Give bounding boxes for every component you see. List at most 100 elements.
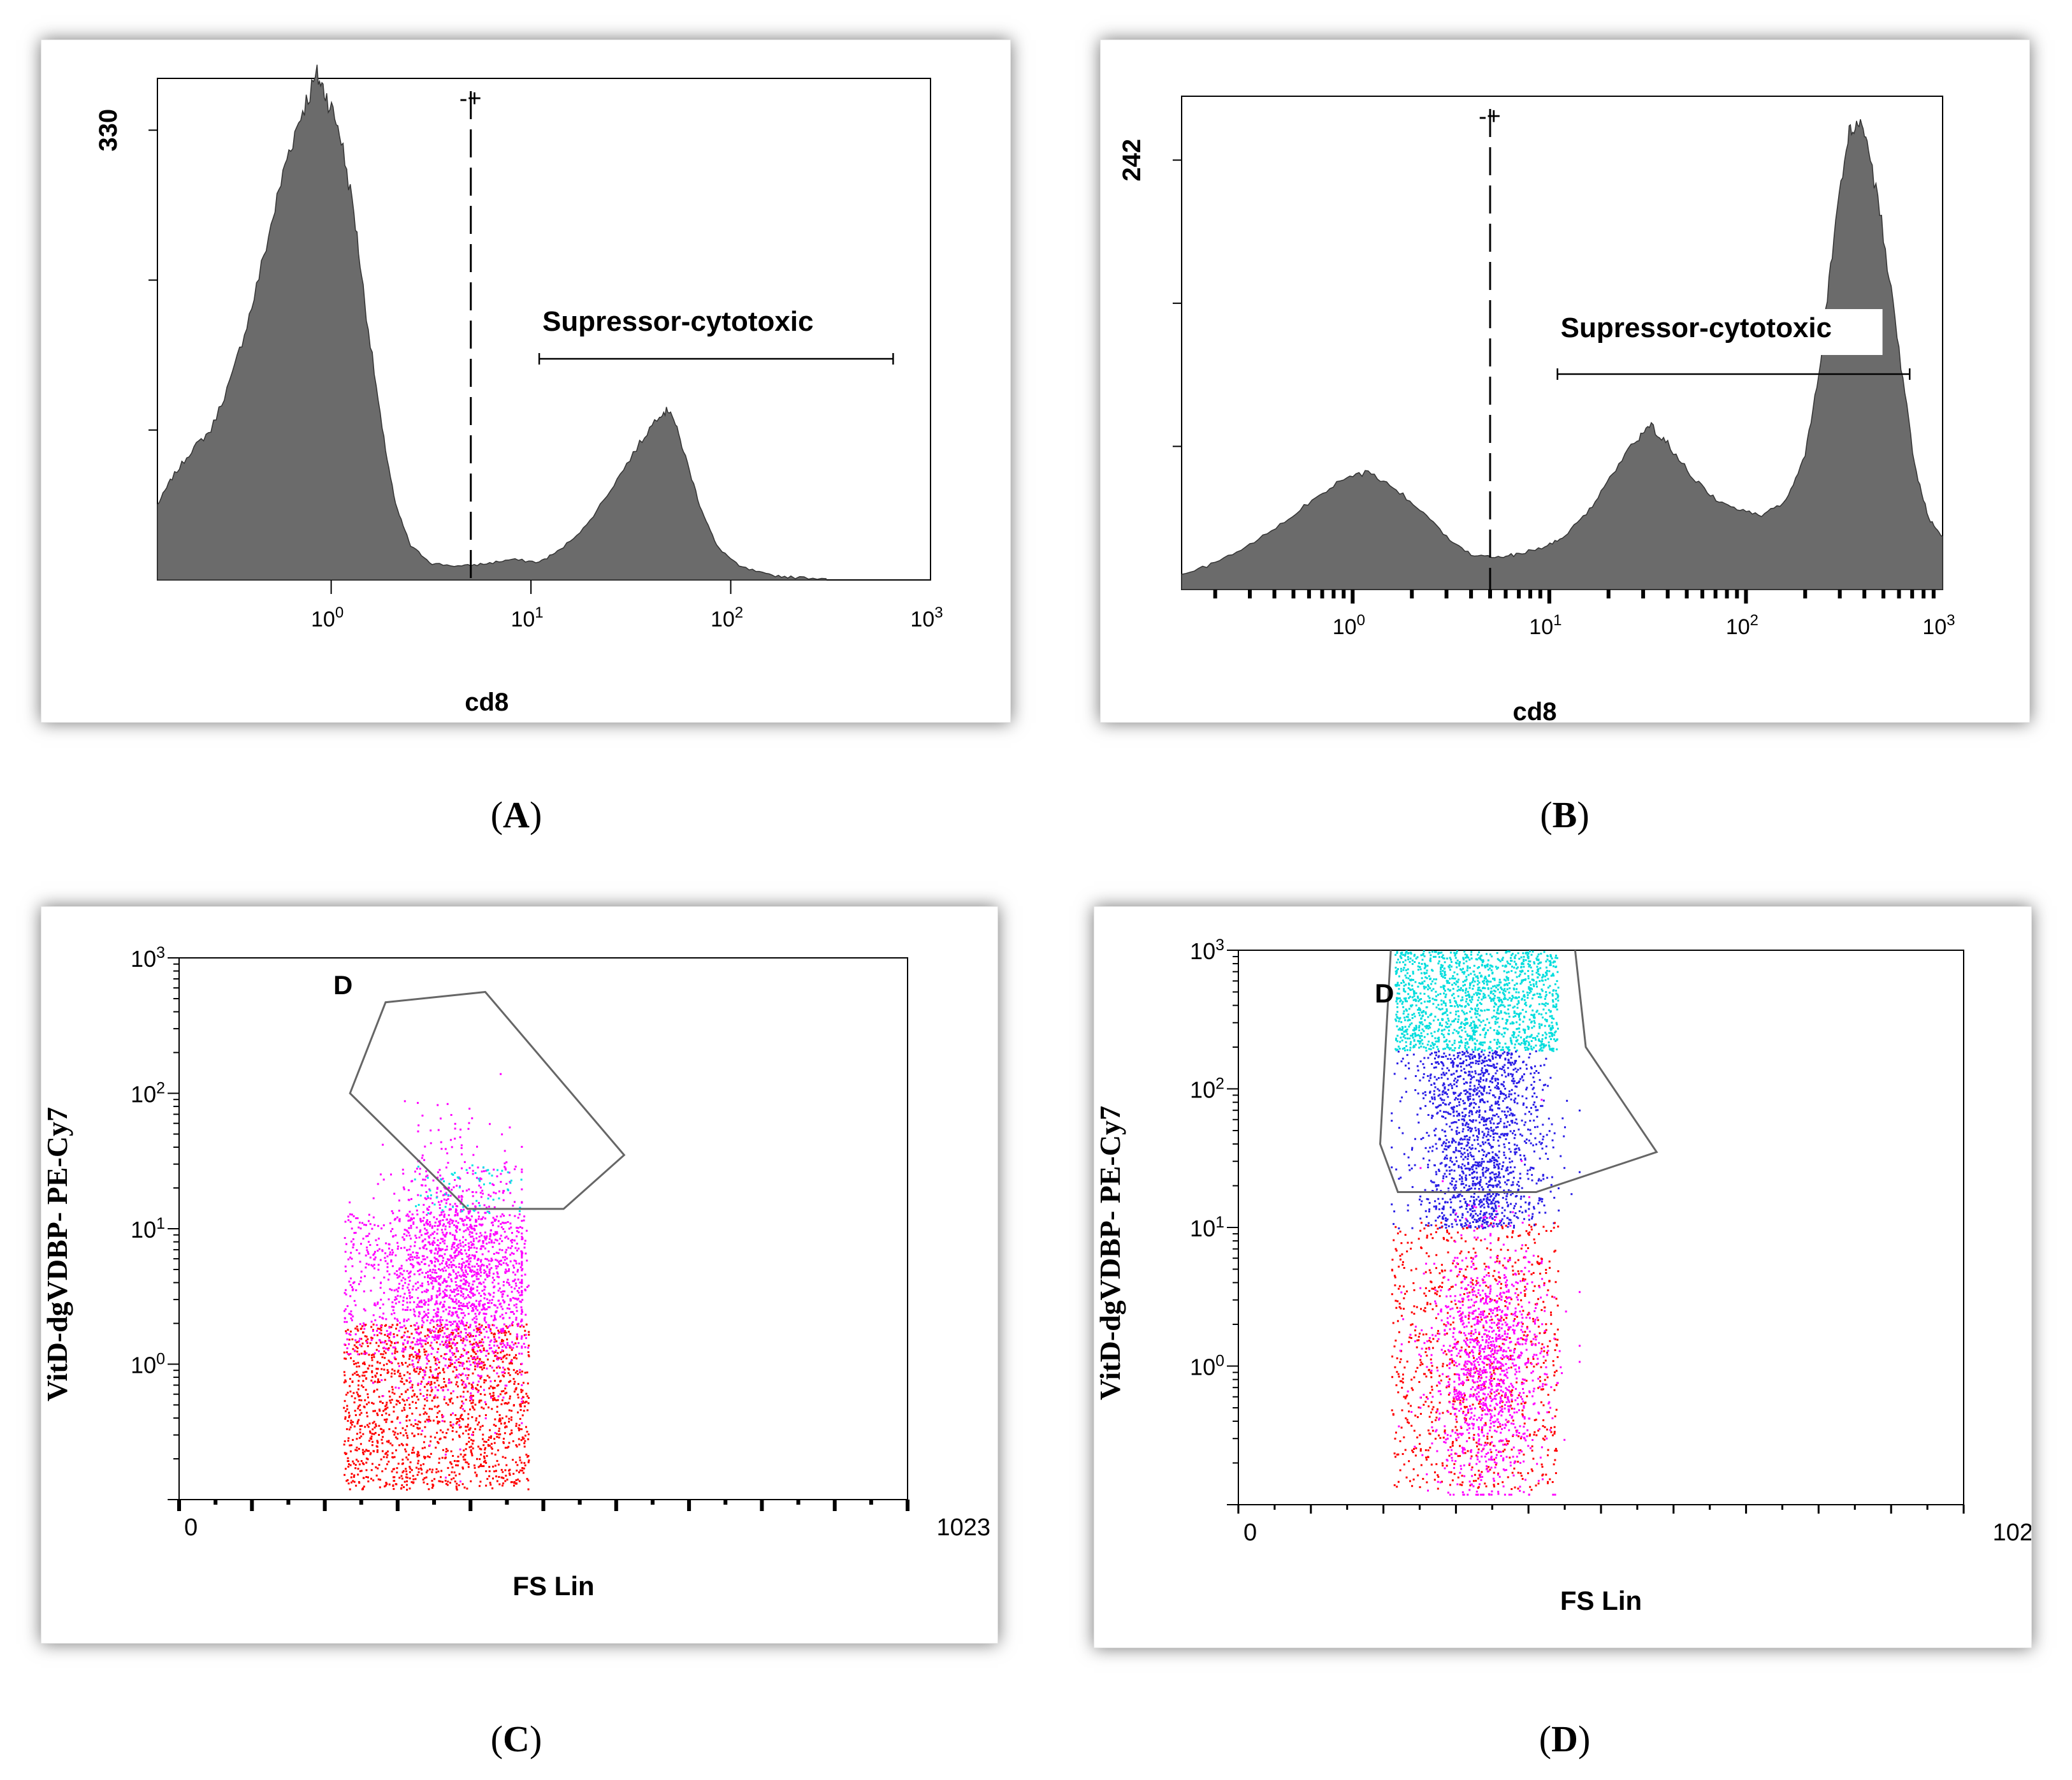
scatter-point xyxy=(435,1328,437,1330)
scatter-point xyxy=(358,1399,361,1401)
scatter-point xyxy=(478,1292,481,1294)
scatter-point xyxy=(410,1333,413,1335)
scatter-point xyxy=(347,1479,349,1481)
scatter-point xyxy=(1462,957,1465,959)
scatter-point xyxy=(1404,990,1407,993)
scatter-point xyxy=(1437,952,1440,954)
scatter-point xyxy=(429,1269,431,1271)
scatter-point xyxy=(482,1192,484,1195)
scatter-point xyxy=(521,1467,524,1469)
scatter-point xyxy=(388,1336,391,1339)
scatter-point xyxy=(1489,980,1492,983)
scatter-point xyxy=(430,1282,433,1284)
scatter-point xyxy=(500,1291,502,1293)
scatter-point xyxy=(446,1103,449,1105)
scatter-point xyxy=(414,1256,416,1259)
scatter-point xyxy=(395,1386,397,1389)
scatter-point xyxy=(439,1277,442,1279)
scatter-point xyxy=(1406,972,1409,974)
scatter-point xyxy=(492,1217,495,1219)
scatter-point xyxy=(1440,952,1443,954)
scatter-point xyxy=(431,1319,433,1321)
scatter-point xyxy=(1541,1002,1544,1005)
scatter-point xyxy=(438,1288,441,1291)
scatter-point xyxy=(1423,985,1425,988)
scatter-point xyxy=(474,1321,477,1324)
scatter-point xyxy=(424,1263,426,1265)
scatter-point xyxy=(438,1421,440,1423)
scatter-point xyxy=(473,1408,475,1411)
scatter-point xyxy=(412,1337,415,1340)
scatter-point xyxy=(423,1315,426,1317)
scatter-point xyxy=(1555,966,1558,968)
scatter-point xyxy=(461,1241,464,1243)
scatter-point xyxy=(1497,1006,1500,1008)
scatter-point xyxy=(1433,1019,1435,1022)
scatter-point xyxy=(481,1368,484,1371)
scatter-point xyxy=(424,1426,426,1428)
scatter-point xyxy=(1428,1025,1430,1027)
scatter-point xyxy=(404,1448,407,1451)
scatter-point xyxy=(470,1449,472,1452)
scatter-point xyxy=(475,1419,477,1422)
scatter-point xyxy=(365,1235,368,1238)
scatter-point xyxy=(1514,971,1517,974)
scatter-point xyxy=(1403,1031,1405,1033)
scatter-point xyxy=(1502,989,1505,992)
scatter-point xyxy=(481,1424,484,1427)
scatter-point xyxy=(520,1313,523,1315)
scatter-point xyxy=(447,1162,449,1164)
scatter-point xyxy=(509,1180,511,1183)
scatter-point xyxy=(386,1266,389,1268)
scatter-point xyxy=(344,1468,347,1470)
scatter-point xyxy=(467,1242,470,1245)
scatter-point xyxy=(446,1432,448,1435)
scatter-point xyxy=(388,1441,390,1444)
scatter-point xyxy=(1467,1043,1469,1045)
scatter-point xyxy=(483,1269,486,1271)
scatter-point xyxy=(403,1229,406,1231)
scatter-point xyxy=(376,1244,379,1246)
scatter-point xyxy=(367,1480,370,1482)
scatter-point xyxy=(480,1178,482,1180)
scatter-point xyxy=(440,1324,443,1326)
scatter-point xyxy=(507,1367,509,1370)
scatter-point xyxy=(475,1233,478,1235)
scatter-point xyxy=(458,1326,460,1328)
scatter-point xyxy=(460,1144,463,1147)
scatter-point xyxy=(428,1380,430,1383)
scatter-point xyxy=(458,1420,461,1422)
scatter-point xyxy=(401,1336,403,1338)
scatter-point xyxy=(460,1453,462,1456)
scatter-point xyxy=(493,1253,495,1255)
scatter-point xyxy=(492,1477,494,1480)
scatter-point xyxy=(368,1422,371,1425)
scatter-point xyxy=(461,1274,464,1277)
scatter-point xyxy=(407,1458,409,1461)
scatter-point xyxy=(472,1358,474,1360)
scatter-point xyxy=(1528,964,1531,966)
scatter-point xyxy=(1550,1032,1552,1034)
scatter-point xyxy=(418,1236,421,1239)
scatter-point xyxy=(478,1334,481,1336)
scatter-point xyxy=(348,1428,351,1431)
scatter-point xyxy=(451,1466,454,1468)
scatter-point xyxy=(479,1377,482,1380)
scatter-point xyxy=(453,1459,456,1462)
scatter-point xyxy=(344,1357,346,1360)
scatter-point xyxy=(458,1316,460,1319)
scatter-point xyxy=(493,1387,496,1389)
scatter-point xyxy=(436,1337,438,1340)
scatter-point xyxy=(489,1364,491,1367)
scatter-point xyxy=(417,1471,420,1473)
scatter-point xyxy=(523,1445,526,1448)
scatter-point xyxy=(417,1349,420,1351)
scatter-point xyxy=(507,1372,510,1375)
scatter-point xyxy=(1470,1007,1472,1009)
scatter-point xyxy=(494,1465,496,1467)
scatter-point xyxy=(468,1285,470,1287)
scatter-point xyxy=(409,1308,412,1311)
scatter-point xyxy=(447,1449,449,1452)
scatter-point xyxy=(398,1401,401,1404)
scatter-point xyxy=(402,1444,404,1447)
